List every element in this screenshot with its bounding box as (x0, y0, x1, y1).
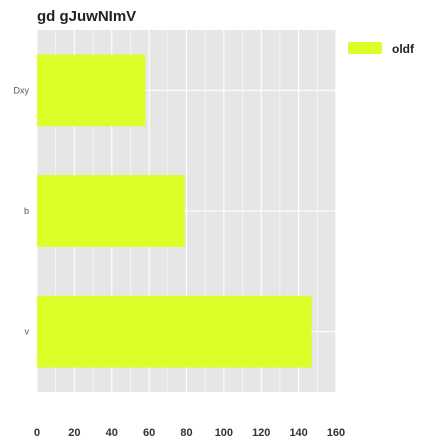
x-tick-label: 60 (143, 427, 155, 439)
x-axis-ticks: 0 20 40 60 80 100 120 140 160 (34, 427, 345, 439)
x-tick-label: 160 (327, 427, 345, 439)
x-tick-label: 120 (252, 427, 270, 439)
x-tick-label: 20 (68, 427, 80, 439)
bar-b (37, 175, 185, 247)
legend-swatch-oldf (348, 42, 382, 54)
x-tick-label: 0 (34, 427, 40, 439)
legend: oldf (348, 42, 415, 56)
x-tick-label: 80 (180, 427, 192, 439)
x-tick-label: 40 (106, 427, 118, 439)
y-tick-label: Dxy (14, 85, 30, 95)
y-tick-label: v (25, 327, 30, 337)
x-tick-label: 140 (289, 427, 307, 439)
chart-title: gd gJuwNImV (37, 8, 136, 25)
bar-v (37, 296, 312, 368)
bar-dxy (37, 54, 145, 126)
legend-label-oldf: oldf (392, 42, 415, 56)
x-tick-label: 100 (215, 427, 233, 439)
y-tick-label: b (24, 206, 29, 216)
y-axis-ticks: Dxy b v (14, 85, 30, 336)
